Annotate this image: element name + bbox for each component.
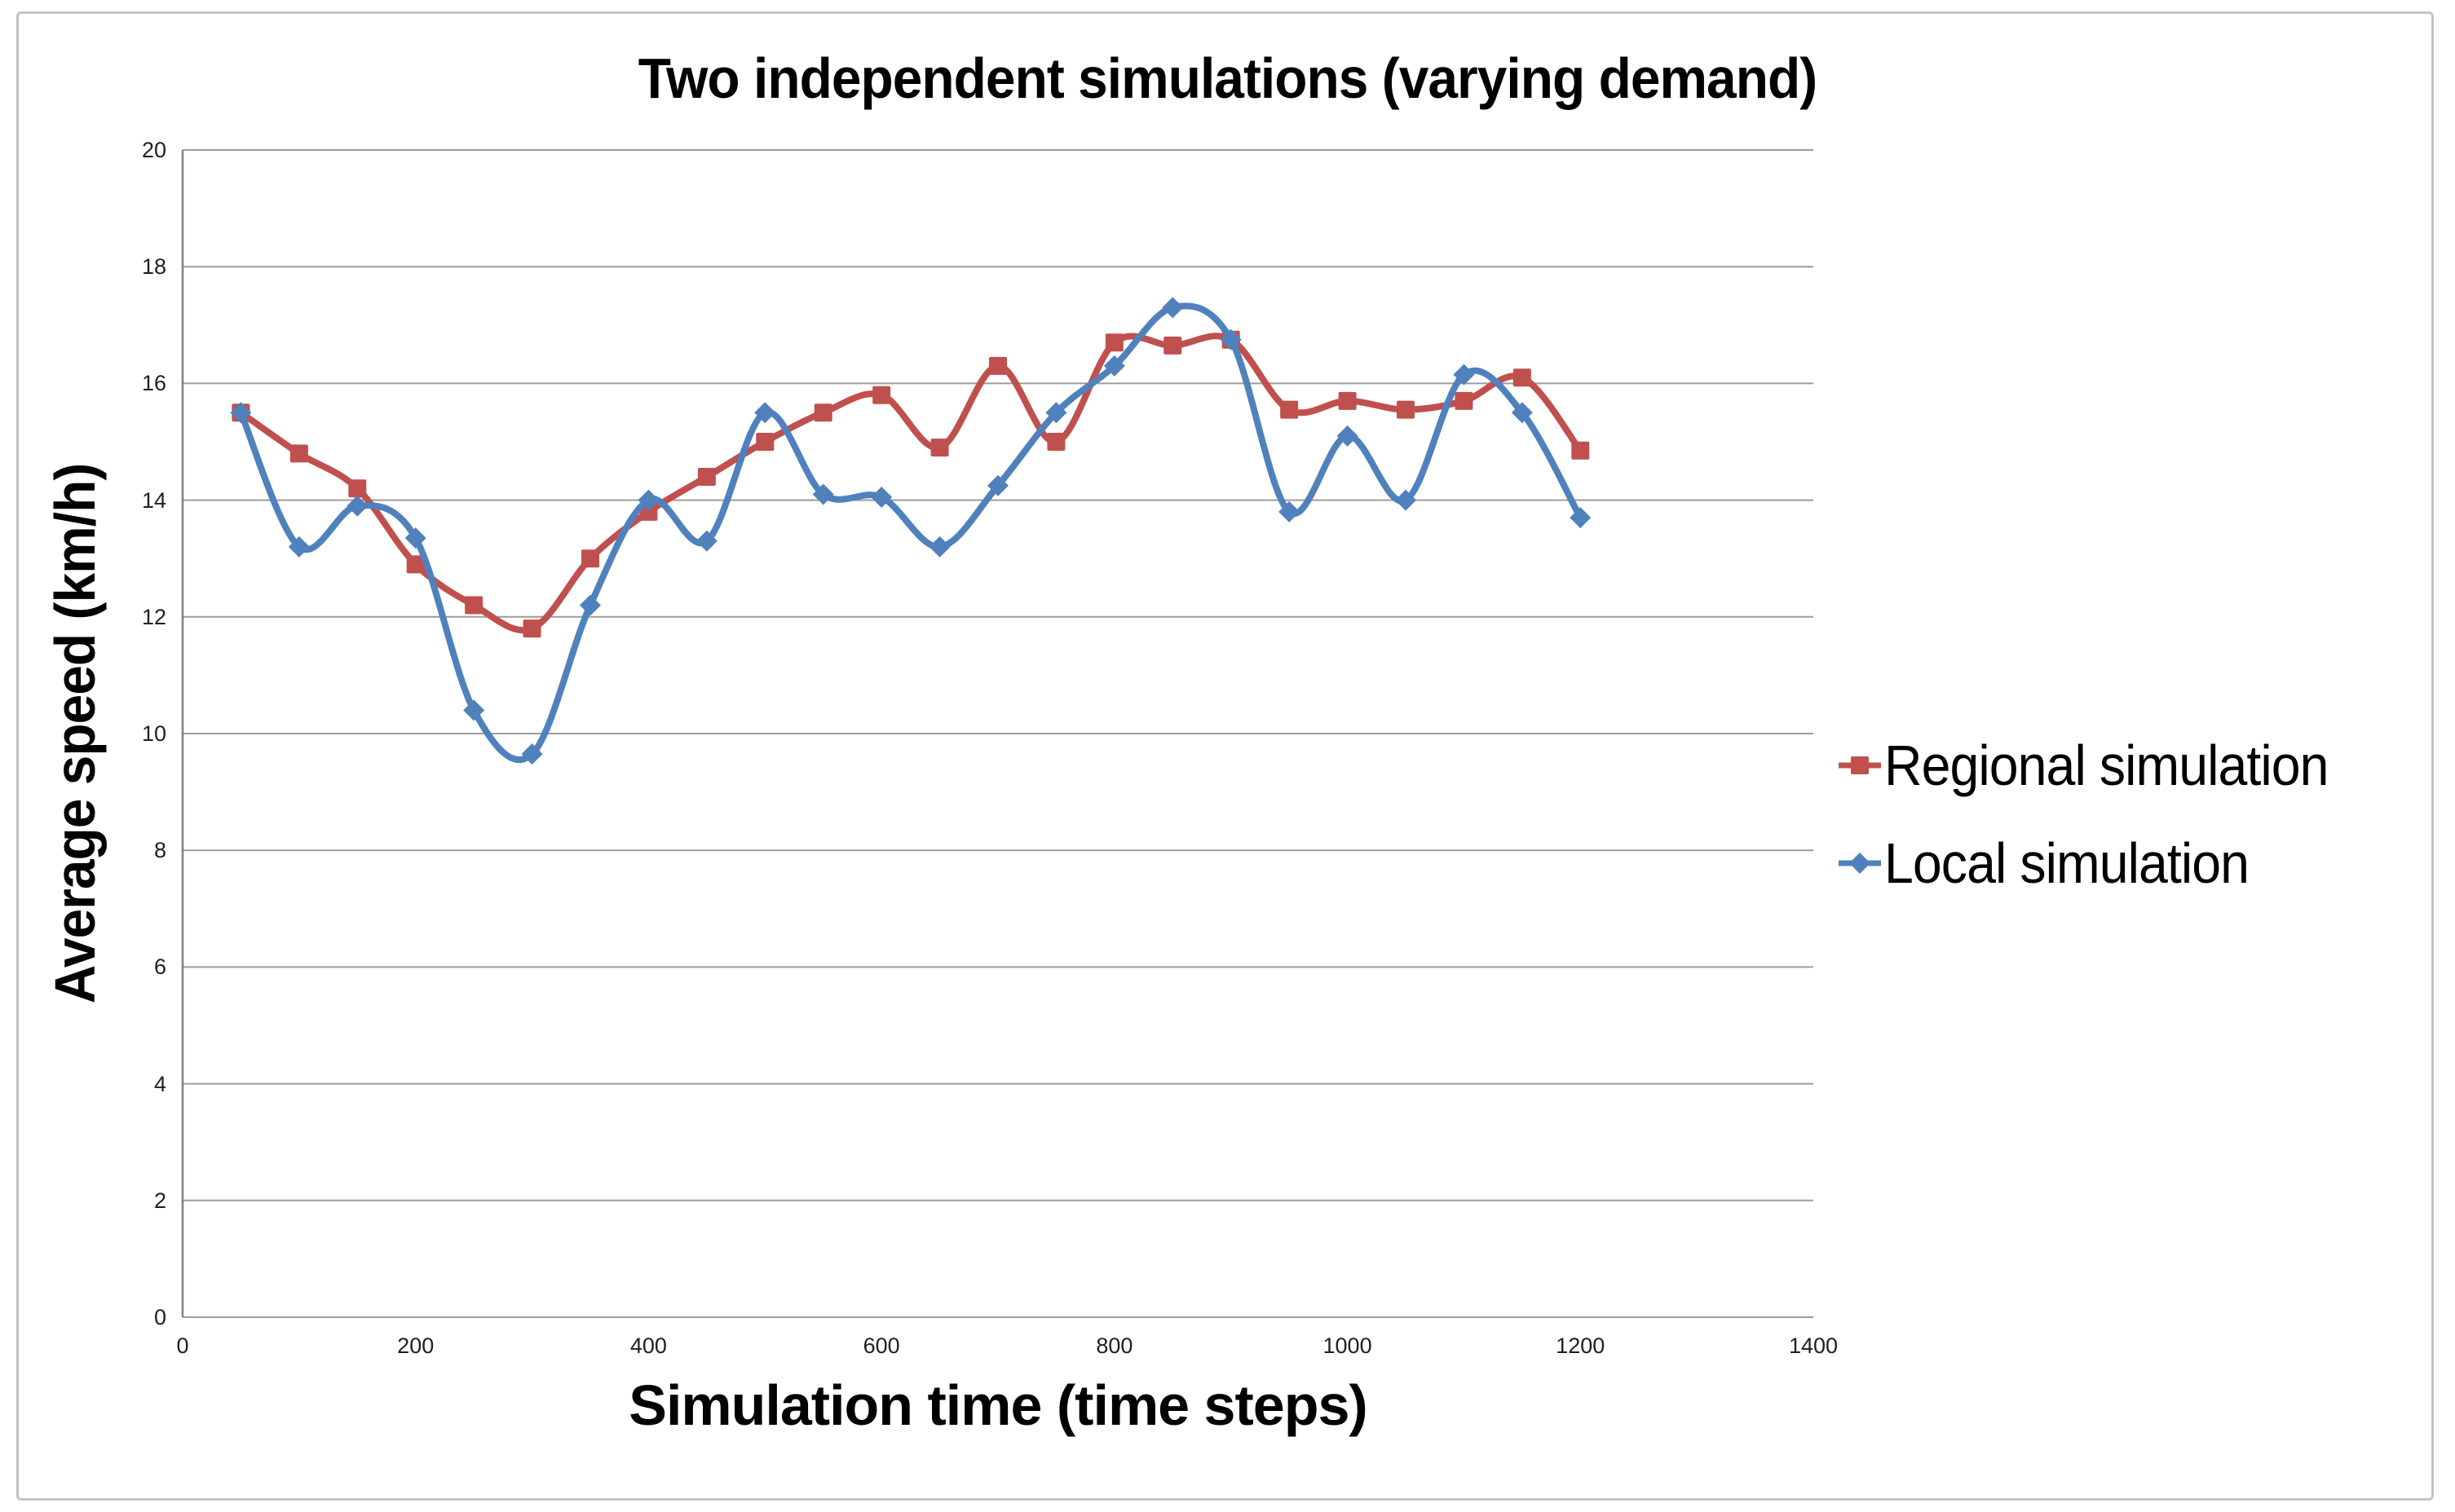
y-tick-8: 8 bbox=[153, 838, 166, 863]
marker-local-simulation-1200 bbox=[1570, 507, 1592, 529]
marker-local-simulation-450 bbox=[695, 530, 718, 552]
marker-local-simulation-900 bbox=[1220, 328, 1242, 350]
marker-local-simulation-800 bbox=[1103, 355, 1125, 377]
x-axis-title: Simulation time (time steps) bbox=[629, 1373, 1367, 1437]
marker-local-simulation-850 bbox=[1162, 297, 1184, 319]
legend-item-regional: Regional simulation bbox=[1837, 732, 2367, 799]
marker-regional-simulation-1150 bbox=[1512, 368, 1531, 387]
marker-local-simulation-400 bbox=[638, 489, 660, 511]
y-axis-title: Average speed (km/h) bbox=[43, 463, 107, 1004]
marker-regional-simulation-850 bbox=[1163, 336, 1182, 355]
marker-local-simulation-650 bbox=[929, 536, 951, 558]
legend-marker-local-icon bbox=[1839, 853, 1881, 874]
chart-outer-frame bbox=[16, 11, 2434, 1501]
marker-regional-simulation-600 bbox=[872, 386, 891, 404]
legend-item-local: Local simulation bbox=[1837, 830, 2367, 897]
marker-local-simulation-750 bbox=[1045, 402, 1067, 424]
legend-marker-regional-icon bbox=[1839, 756, 1881, 774]
y-tick-4: 4 bbox=[153, 1071, 166, 1096]
y-tick-2: 2 bbox=[153, 1188, 166, 1213]
marker-local-simulation-1050 bbox=[1395, 489, 1416, 511]
marker-local-simulation-600 bbox=[871, 487, 893, 509]
y-tick-12: 12 bbox=[141, 604, 166, 629]
x-tick-600: 600 bbox=[863, 1333, 900, 1358]
series-line-regional-simulation bbox=[237, 333, 1584, 634]
marker-local-simulation-500 bbox=[754, 402, 776, 424]
marker-local-simulation-200 bbox=[404, 527, 426, 549]
marker-local-simulation-1150 bbox=[1511, 402, 1533, 424]
marker-local-simulation-700 bbox=[987, 474, 1009, 496]
y-tick-0: 0 bbox=[153, 1305, 166, 1329]
marker-regional-simulation-1100 bbox=[1455, 391, 1473, 410]
y-tick-20: 20 bbox=[141, 138, 166, 162]
marker-regional-simulation-200 bbox=[406, 555, 425, 574]
chart-title: Two independent simulations (varying dem… bbox=[638, 46, 1817, 110]
x-tick-200: 200 bbox=[397, 1333, 435, 1358]
y-tick-14: 14 bbox=[141, 487, 166, 513]
x-tick-1400: 1400 bbox=[1788, 1333, 1839, 1358]
x-tick-1000: 1000 bbox=[1322, 1333, 1372, 1358]
marker-regional-simulation-750 bbox=[1047, 433, 1066, 451]
marker-local-simulation-550 bbox=[812, 483, 834, 505]
marker-local-simulation-950 bbox=[1278, 500, 1300, 522]
y-tick-18: 18 bbox=[141, 254, 166, 280]
marker-regional-simulation-250 bbox=[465, 596, 483, 615]
marker-local-simulation-350 bbox=[580, 594, 601, 616]
y-tick-6: 6 bbox=[153, 954, 166, 980]
series-line-local-simulation bbox=[237, 302, 1584, 763]
marker-regional-simulation-350 bbox=[581, 549, 599, 568]
marker-regional-simulation-500 bbox=[756, 433, 775, 451]
marker-regional-simulation-100 bbox=[289, 444, 308, 463]
marker-local-simulation-150 bbox=[347, 495, 369, 517]
marker-local-simulation-50 bbox=[230, 402, 252, 424]
legend-label-regional: Regional simulation bbox=[1884, 734, 2329, 797]
y-tick-10: 10 bbox=[141, 721, 166, 746]
marker-local-simulation-1000 bbox=[1336, 425, 1358, 447]
x-tick-1200: 1200 bbox=[1556, 1333, 1605, 1358]
marker-regional-simulation-300 bbox=[523, 619, 541, 638]
marker-regional-simulation-550 bbox=[814, 403, 832, 422]
marker-regional-simulation-1200 bbox=[1571, 441, 1590, 460]
marker-regional-simulation-1000 bbox=[1338, 391, 1357, 410]
marker-regional-simulation-1050 bbox=[1397, 400, 1415, 419]
legend-label-local: Local simulation bbox=[1884, 831, 2250, 895]
marker-regional-simulation-150 bbox=[348, 479, 367, 498]
marker-regional-simulation-950 bbox=[1280, 400, 1299, 419]
x-tick-800: 800 bbox=[1096, 1333, 1133, 1358]
marker-regional-simulation-800 bbox=[1105, 333, 1124, 352]
marker-local-simulation-100 bbox=[288, 536, 310, 558]
marker-local-simulation-250 bbox=[463, 699, 485, 721]
marker-regional-simulation-450 bbox=[697, 467, 716, 486]
marker-regional-simulation-700 bbox=[989, 356, 1007, 375]
marker-local-simulation-300 bbox=[521, 743, 543, 765]
y-tick-16: 16 bbox=[141, 371, 166, 396]
legend: Regional simulation Local simulation bbox=[1837, 732, 2367, 897]
x-tick-0: 0 bbox=[176, 1333, 189, 1358]
marker-regional-simulation-650 bbox=[930, 439, 949, 457]
marker-local-simulation-1100 bbox=[1453, 364, 1475, 386]
x-tick-400: 400 bbox=[629, 1333, 667, 1358]
